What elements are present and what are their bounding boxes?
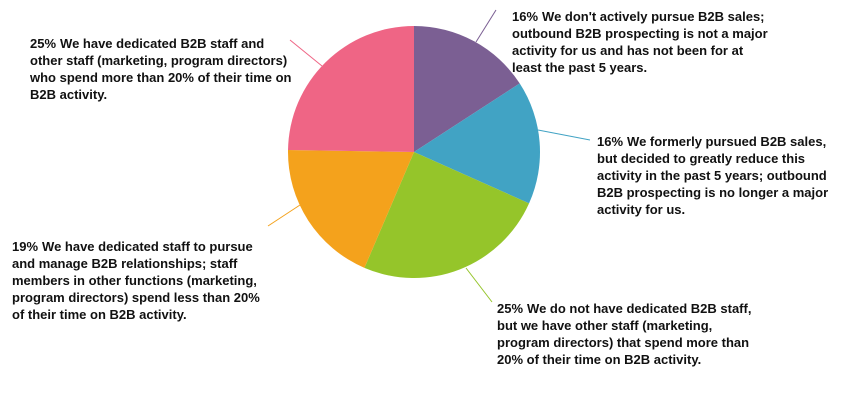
value-label: 25% bbox=[497, 301, 524, 316]
pie-slice bbox=[288, 25, 414, 153]
value-label: 25% bbox=[30, 36, 57, 51]
pie-slice bbox=[364, 152, 530, 279]
leader-line bbox=[289, 39, 323, 67]
slice-label: 16% We don't actively pursue B2B sales; o… bbox=[512, 8, 774, 76]
category-label: We do not have dedicated B2B staff, but … bbox=[497, 301, 752, 367]
leader-line bbox=[537, 129, 591, 141]
category-label: We have dedicated staff to pursue and ma… bbox=[12, 239, 260, 322]
pie-slice bbox=[288, 150, 414, 268]
slice-label: 19% We have dedicated staff to pursue and… bbox=[12, 238, 274, 323]
value-label: 19% bbox=[12, 239, 39, 254]
category-label: We have dedicated B2B staff and other st… bbox=[30, 36, 292, 102]
pie-slice bbox=[414, 83, 541, 204]
leader-line bbox=[475, 9, 497, 43]
slice-label: 25% We do not have dedicated B2B staff, b… bbox=[497, 300, 759, 368]
value-label: 16% bbox=[597, 134, 624, 149]
leader-line bbox=[465, 267, 493, 303]
slice-label: 25% We have dedicated B2B staff and other… bbox=[30, 35, 292, 103]
leader-line bbox=[267, 204, 301, 227]
category-label: We formerly pursued B2B sales, but decid… bbox=[597, 134, 829, 217]
pie-slice bbox=[414, 26, 520, 152]
category-label: We don't actively pursue B2B sales; outb… bbox=[512, 9, 768, 75]
slice-label: 16% We formerly pursued B2B sales, but de… bbox=[597, 133, 845, 218]
value-label: 16% bbox=[512, 9, 539, 24]
